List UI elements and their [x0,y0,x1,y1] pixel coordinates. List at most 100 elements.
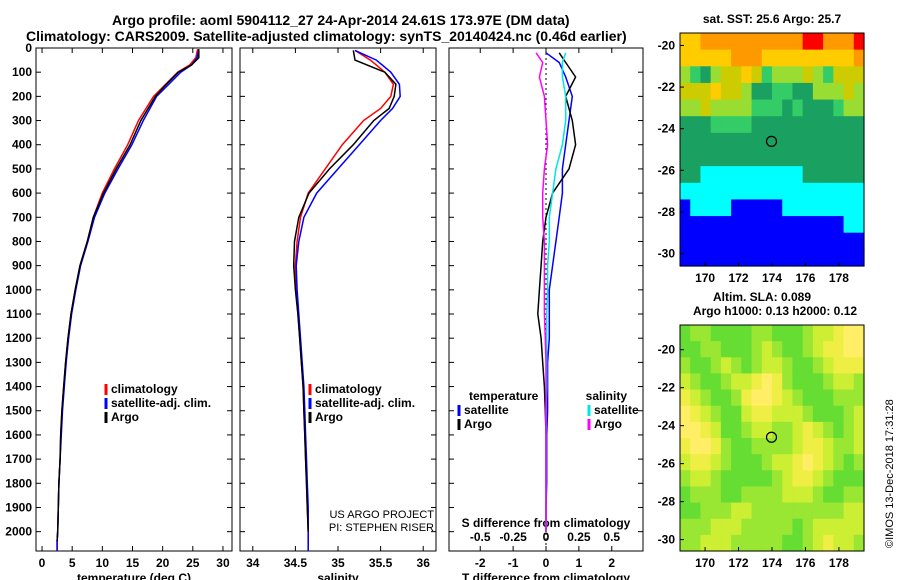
sla_map-cell [741,341,753,358]
sla_map-cell [690,518,702,536]
sst_map-cell [761,249,773,267]
sla_map-cell [720,534,732,552]
sla_map-cell [741,405,753,423]
sla_map-cell [761,373,773,391]
sst_map-cell [690,49,702,67]
sst_map-cell [751,99,763,117]
sla_map-cell [782,325,794,342]
sla_map-cell [720,486,732,504]
sst_map-cell [833,116,845,134]
sla_map-cell [853,357,865,375]
sla_map-cell [782,470,794,488]
sst_map-cell [772,33,783,51]
sst_map-cell [823,249,834,267]
sst_map-cell [761,33,773,51]
depth-tick-label: 300 [12,114,32,128]
sst_map-cell [741,49,753,67]
sla_map-cell [782,405,794,423]
sst_map-cell [843,166,855,184]
sst_map-cell [761,66,773,84]
sst_map-cell [690,116,702,134]
temperature-xtick-label: 20 [156,556,170,570]
sst_map-cell [802,116,814,134]
sst_map-cell [823,149,834,167]
sla_map-cell [720,518,732,536]
sla_map-cell [700,421,712,439]
sst_map-cell [700,249,712,267]
sst_map-cell [700,66,712,84]
difference-xtick-label: -2 [475,556,486,570]
sst_map-cell [720,132,732,151]
salinity-frame [239,47,437,552]
sst_map-ytick-label: -28 [658,205,676,219]
sla_map-cell [823,518,834,536]
sla_map-cell [751,454,763,471]
sst_map-cell [680,199,691,217]
sla_map-cell [741,518,753,536]
sst_map-cell [710,166,722,184]
sst_map-cell [690,249,702,267]
sst_map-cell [710,149,722,167]
sst_map-cell [792,199,804,217]
sla_map-cell [751,486,763,504]
sla_map-cell [823,454,834,471]
sst_map-cell [843,199,855,217]
sla_map-cell [700,454,712,471]
depth-tick-label: 1700 [5,452,32,466]
sla_map-cell [700,389,712,407]
figure-title-line2: Climatology: CARS2009. Satellite-adjuste… [26,28,627,44]
sla_map-cell [853,470,865,488]
sst_map-argo-marker [765,135,778,147]
sla_map-cell [761,518,773,536]
sla_map-cell [720,341,732,358]
sla_map-cell [853,405,865,423]
sla_map-cell [700,373,712,391]
sla_map-cell [853,518,865,536]
depth-tick-label: 1300 [5,355,32,369]
sla_map-cell [833,454,845,471]
temperature-frame [35,47,233,552]
sst_map-cell [680,82,691,101]
sla_map-cell [710,405,722,423]
sst_map-xtick-label: 172 [729,271,749,285]
sst_map-cell [751,49,763,67]
sla_map-cell [823,373,834,391]
sla_map-xtick-label: 174 [762,556,782,570]
sla_map-cell [823,421,834,439]
sst_map-cell [720,49,732,67]
sst_map-cell [720,116,732,134]
sst_map-cell [843,232,855,250]
sst_map-cell [761,182,773,201]
sst_map-cell [731,33,742,51]
sla_map-cell [680,405,691,423]
sla_map-cell [812,405,824,423]
sst_map-cell [710,249,722,267]
temperature-xtick-label: 15 [126,556,140,570]
sst_map-ytick-label: -20 [658,38,676,52]
sla_map-cell [751,502,763,520]
temperature-panel: 0100200300400500600700800900100011001200… [5,41,233,580]
depth-tick-label: 500 [12,162,32,176]
sla_map-panel: 170 172 174 176 178 -20 -22 -24 -26 -28 -30 Altim. … [658,290,865,570]
sla_map-cell [833,373,845,391]
sla_map-cell [731,486,742,504]
sla_map-cell [772,502,783,520]
sst_map-cell [802,33,814,51]
sla_map-cell [720,454,732,471]
sla_map-cell [802,470,814,488]
sst_map-cell [731,99,742,117]
sla_map-cell [833,357,845,375]
sst_map-cell [700,232,712,250]
sla_map-cell [761,470,773,488]
sst_map-cell [700,116,712,134]
sdiff-tick-label: -0.5 [470,530,491,544]
sst_map-cell [823,166,834,184]
sla_map-cell [833,405,845,423]
sst_map-cell [772,66,783,84]
difference-xtick-label: 2 [608,556,615,570]
sla_map-cell [823,438,834,455]
sst_map-cell [690,99,702,117]
sla_map-cell [823,534,834,552]
sla_map-cell [772,405,783,423]
sst_map-cell [823,66,834,84]
